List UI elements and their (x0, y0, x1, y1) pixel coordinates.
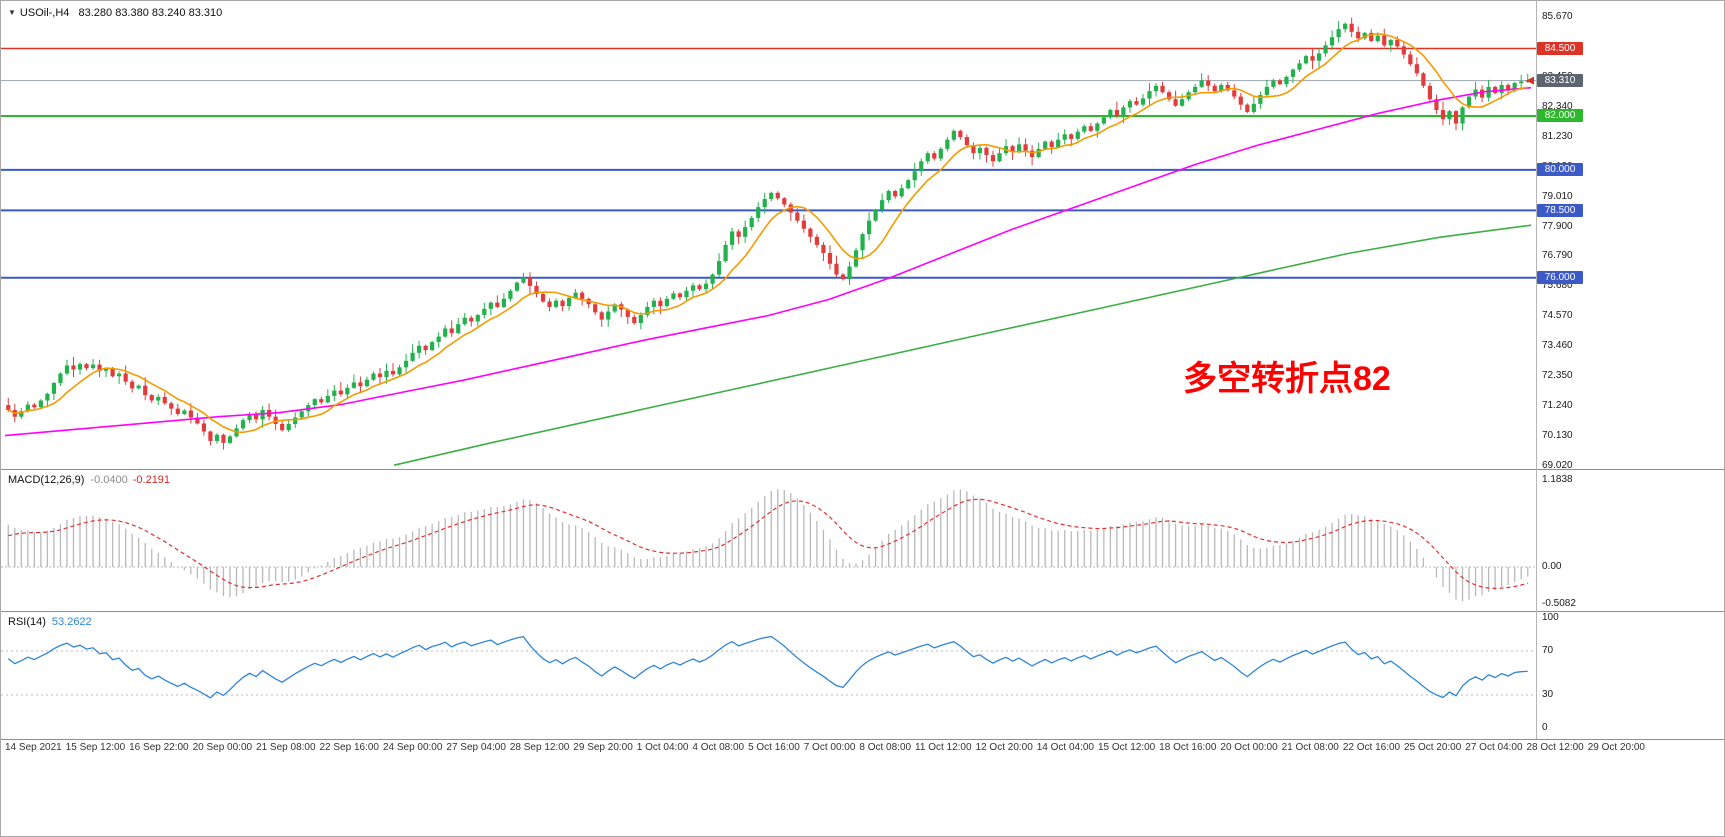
rsi-axis-label: 30 (1542, 689, 1554, 700)
time-axis-label: 20 Oct 00:00 (1220, 742, 1278, 753)
macd-canvas[interactable] (1, 470, 1536, 610)
rsi-label: RSI(14) 53.2622 (8, 616, 92, 628)
time-axis-label: 21 Oct 08:00 (1281, 742, 1339, 753)
price-axis-label: 79.010 (1542, 190, 1573, 202)
price-axis-label: 81.230 (1542, 130, 1573, 142)
time-axis-label: 22 Sep 16:00 (319, 742, 379, 753)
panel-splitter[interactable] (1, 611, 1724, 612)
time-axis-label: 14 Oct 04:00 (1036, 742, 1094, 753)
annotation-text: 多空转折点82 (1183, 360, 1391, 398)
price-axis-label: 73.460 (1542, 340, 1573, 352)
rsi-name: RSI(14) (8, 616, 46, 628)
time-axis-label: 16 Sep 22:00 (129, 742, 189, 753)
time-axis-label: 15 Oct 12:00 (1097, 742, 1156, 753)
macd-axis-label: 0.00 (1542, 561, 1562, 572)
macd-name: MACD(12,26,9) (8, 474, 85, 486)
chart-title: ▼ USOil-,H4 83.280 83.380 83.240 83.310 (8, 7, 222, 19)
price-axis-label: 72.350 (1542, 370, 1573, 382)
symbol-dropdown-icon[interactable]: ▼ (8, 8, 16, 17)
price-axis-label: 71.240 (1542, 400, 1573, 412)
time-axis-label: 29 Sep 20:00 (573, 742, 633, 753)
time-axis-label: 1 Oct 04:00 (636, 742, 689, 753)
time-axis-label: 14 Sep 2021 (5, 742, 62, 753)
macd-axis-label: 1.1838 (1542, 473, 1573, 485)
time-axis-label: 8 Oct 08:00 (859, 742, 912, 753)
time-axis-label: 28 Sep 12:00 (509, 742, 570, 753)
price-level-badge: 78.500 (1537, 203, 1583, 217)
rsi-axis-label: 0 (1542, 722, 1548, 733)
symbol-timeframe-label: USOil-,H4 (19, 7, 70, 19)
time-axis-label: 29 Oct 20:00 (1587, 742, 1645, 753)
price-axis-label: 85.670 (1542, 11, 1573, 22)
time-axis-label: 28 Oct 12:00 (1526, 742, 1584, 753)
macd-main-value: -0.0400 (90, 474, 128, 486)
ohlc-readout: 83.280 83.380 83.240 83.310 (78, 7, 223, 19)
panel-splitter[interactable] (1, 739, 1724, 740)
macd-axis-label: -0.5082 (1542, 598, 1576, 610)
time-axis-label: 25 Oct 20:00 (1404, 742, 1462, 753)
price-axis-label: 82.340 (1542, 100, 1573, 112)
time-axis-label: 24 Sep 00:00 (382, 742, 443, 753)
time-axis-label: 22 Oct 16:00 (1342, 742, 1401, 753)
time-axis-label: 7 Oct 00:00 (803, 742, 856, 753)
rsi-canvas[interactable] (1, 612, 1536, 738)
time-axis-label: 12 Oct 20:00 (975, 742, 1033, 753)
time-axis-label: 4 Oct 08:00 (692, 742, 745, 753)
rsi-axis-label: 100 (1542, 612, 1559, 623)
price-level-badge: 84.500 (1537, 42, 1583, 56)
price-level-badge: 80.000 (1537, 163, 1583, 177)
price-level-badge: 82.000 (1537, 109, 1583, 123)
time-axis-label: 20 Sep 00:00 (192, 742, 253, 753)
price-axis-label: 69.020 (1542, 460, 1573, 472)
price-level-badge: 76.000 (1537, 271, 1583, 285)
price-axis-label: 70.130 (1542, 430, 1573, 442)
time-axis-label: 11 Oct 12:00 (915, 742, 972, 753)
time-axis-label: 27 Oct 04:00 (1465, 742, 1523, 753)
price-chart-canvas[interactable] (1, 1, 1536, 468)
time-axis-label: 18 Oct 16:00 (1159, 742, 1217, 753)
price-axis-label: 75.680 (1542, 280, 1573, 292)
price-level-badge: 83.310 (1537, 74, 1583, 88)
rsi-value: 53.2622 (51, 616, 92, 628)
time-axis[interactable]: 14 Sep 2021 15 Sep 12:00 16 Sep 22:00 20 Se… (5, 742, 1645, 753)
rsi-axis-label: 70 (1542, 645, 1554, 656)
time-axis-label: 15 Sep 12:00 (65, 742, 126, 753)
time-axis-label: 5 Oct 16:00 (748, 742, 800, 753)
time-axis-label: 27 Sep 04:00 (446, 742, 506, 753)
price-axis-separator (1536, 1, 1537, 739)
macd-signal-value: -0.2191 (132, 474, 171, 486)
price-axis-label: 77.900 (1542, 220, 1573, 232)
panel-splitter[interactable] (1, 469, 1724, 470)
price-axis-label: 76.790 (1542, 250, 1573, 262)
time-axis-label: 21 Sep 08:00 (256, 742, 316, 753)
macd-label: MACD(12,26,9) -0.0400 -0.2191 (8, 474, 170, 486)
price-axis-label: 74.570 (1542, 310, 1573, 322)
